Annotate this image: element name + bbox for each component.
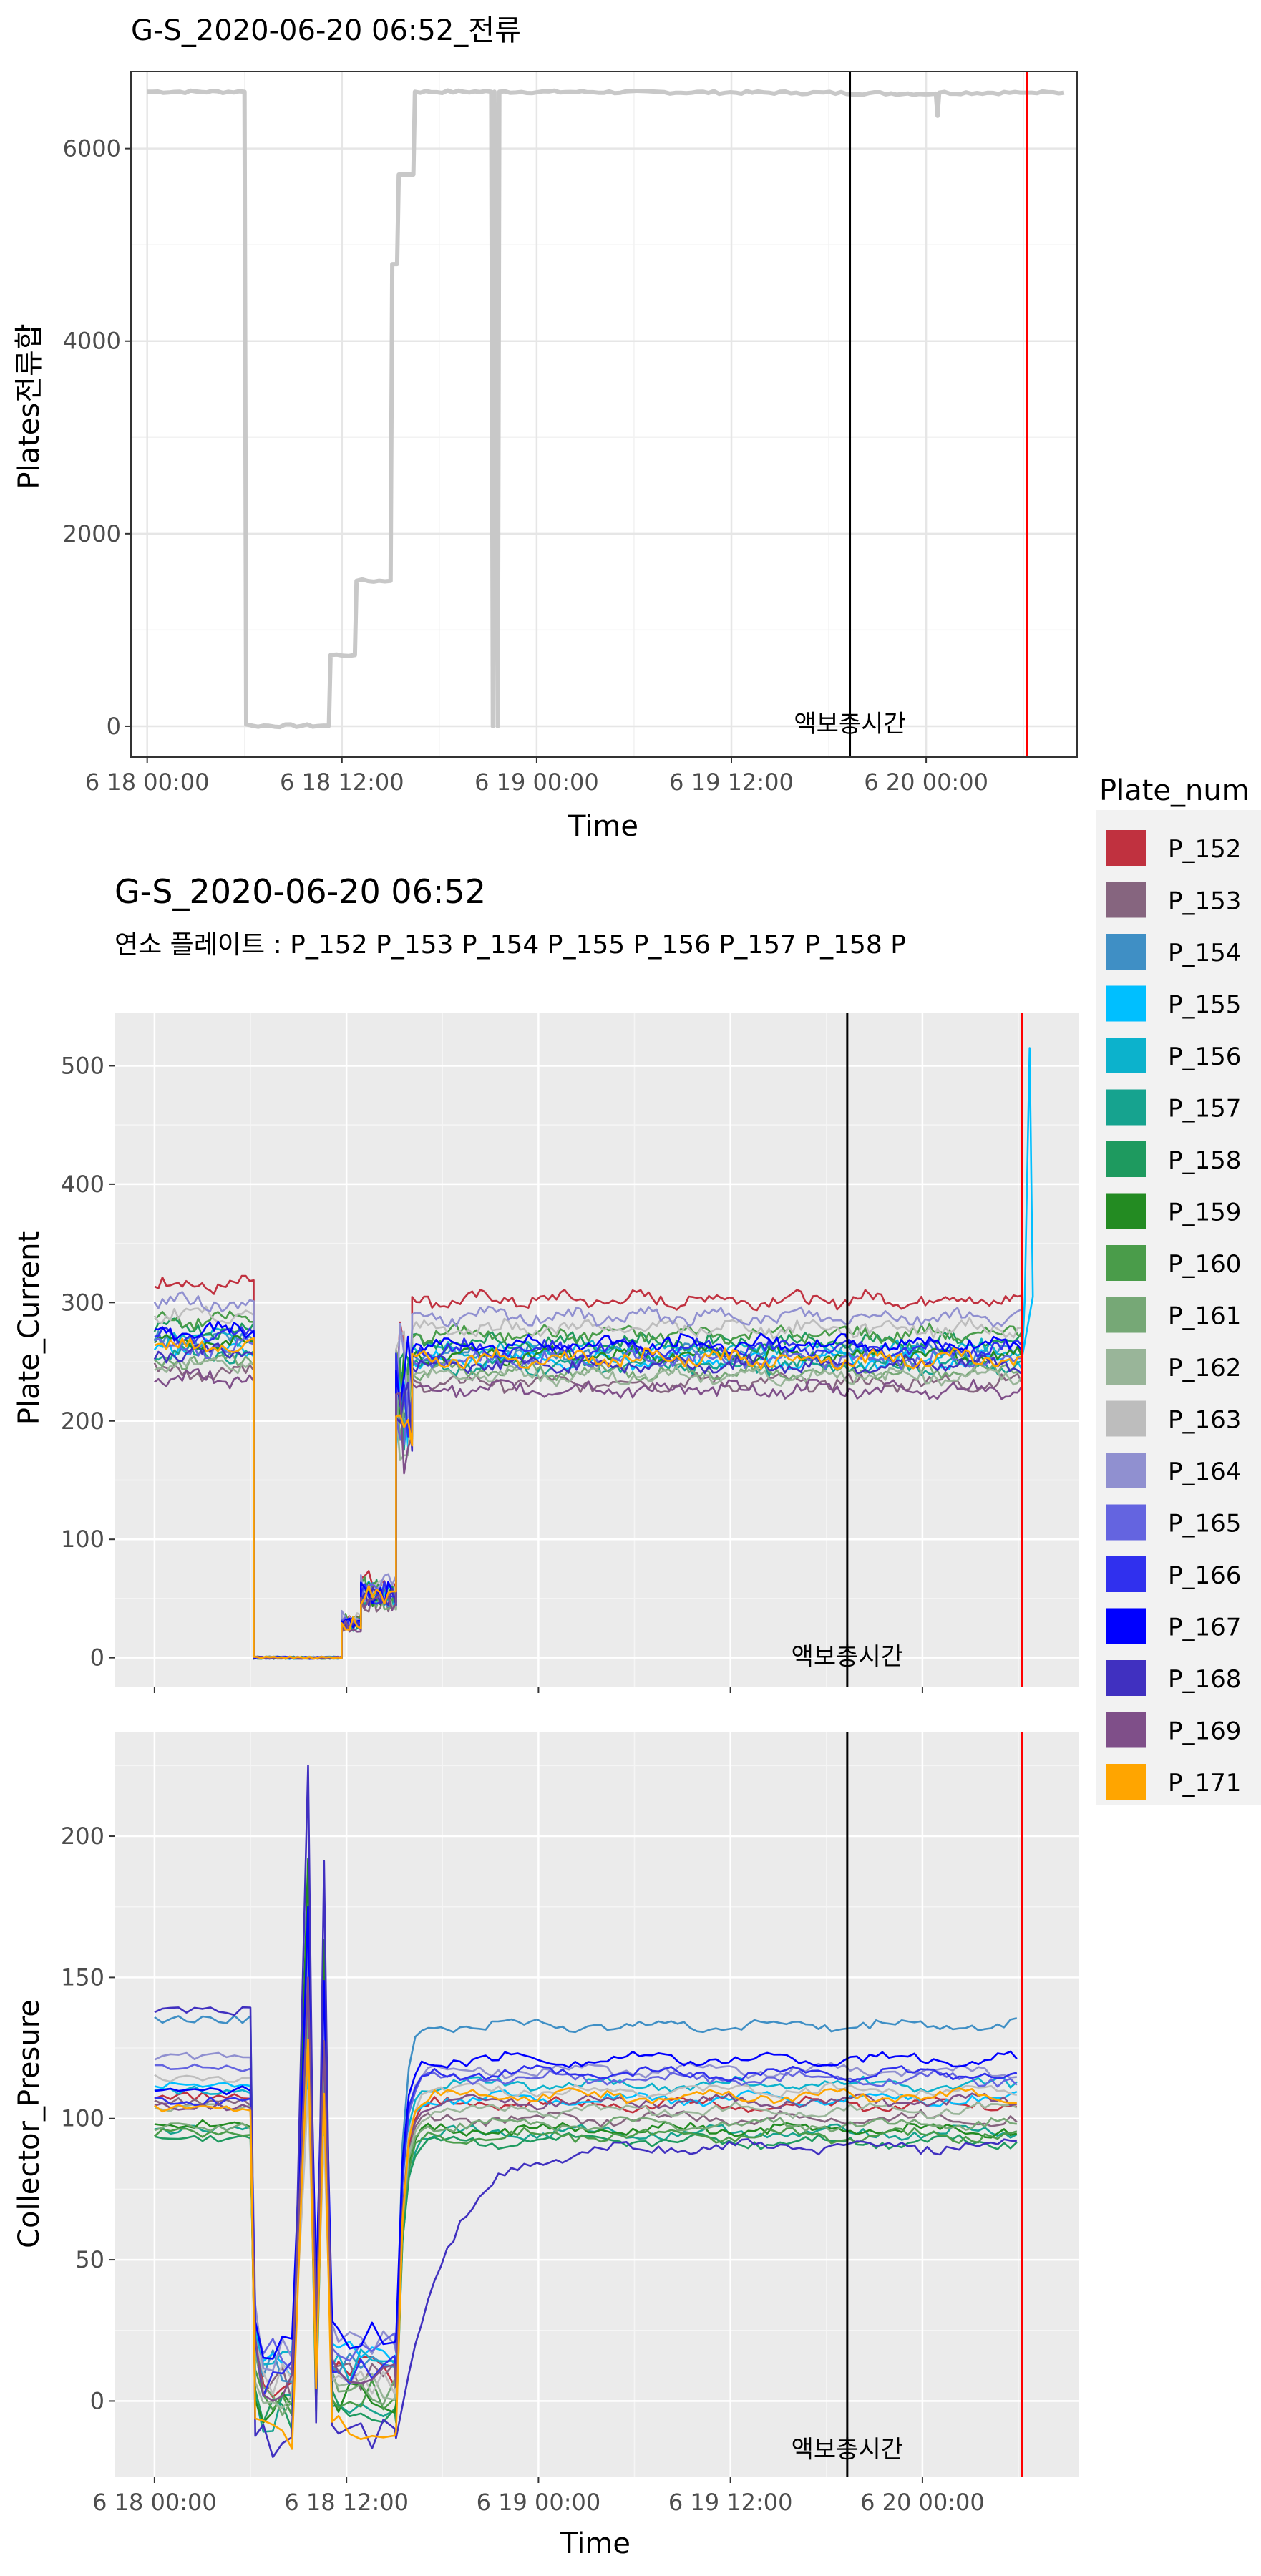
chart2-y-axis-title: Plate_Current	[13, 1231, 46, 1425]
legend-key-P_159	[1106, 1193, 1146, 1229]
chart3-y-tick-label: 100	[61, 2105, 104, 2132]
collector-pressure-chart: 0 50 100 150 200 6 18 00:00 6 18 12:00 6 19 00:…	[13, 1732, 1079, 2560]
plate-current-chart: G-S_2020-06-20 06:52 연소 플레이트 : P_152 P_1…	[13, 872, 1079, 1693]
legend-label-P_159: P_159	[1168, 1199, 1241, 1227]
chart3-series-P_163	[154, 2074, 1018, 2396]
legend-key-P_155	[1106, 985, 1146, 1022]
chart1-x-tick-label: 6 19 12:00	[669, 769, 794, 796]
legend-label-P_166: P_166	[1168, 1561, 1241, 1590]
chart1-x-tick-label: 6 18 12:00	[280, 769, 404, 796]
chart3-x-tick-label: 6 20 00:00	[860, 2489, 985, 2516]
legend-key-P_152	[1106, 830, 1146, 866]
legend-key-P_167	[1106, 1608, 1146, 1644]
chart3-x-tick-label: 6 19 12:00	[668, 2489, 793, 2516]
legend-key-P_163	[1106, 1400, 1146, 1437]
legend-label-P_154: P_154	[1168, 939, 1241, 967]
legend-label-P_171: P_171	[1168, 1769, 1241, 1797]
chart1-x-tick-label: 6 19 00:00	[474, 769, 599, 796]
legend-label-P_168: P_168	[1168, 1665, 1241, 1694]
chart3-series-P_171	[154, 2038, 1017, 2450]
chart2-y-tick-label: 300	[61, 1289, 104, 1316]
legend-label-P_157: P_157	[1168, 1095, 1241, 1123]
chart1-y-tick-label: 4000	[63, 328, 121, 355]
chart1-y-tick-label: 0	[107, 713, 121, 740]
legend-label-P_158: P_158	[1168, 1146, 1241, 1175]
legend-key-P_166	[1106, 1556, 1146, 1592]
chart2-y-tick-label: 400	[61, 1171, 104, 1198]
chart2-series-P_171	[154, 1337, 1022, 1660]
legend-label-P_155: P_155	[1168, 991, 1241, 1020]
chart1-x-tick-label: 6 20 00:00	[864, 769, 988, 796]
chart1-title: G-S_2020-06-20 06:52_전류	[131, 14, 521, 47]
legend-key-P_169	[1106, 1712, 1146, 1748]
chart3-series-P_168	[154, 1765, 1017, 2459]
legend-label-P_162: P_162	[1168, 1354, 1241, 1382]
chart3-y-tick-label: 50	[75, 2246, 104, 2273]
legend-key-P_164	[1106, 1453, 1146, 1488]
chart1-y-axis-title: Plates전류합	[13, 323, 46, 489]
chart3-y-tick-label: 200	[61, 1823, 104, 1850]
legend-label-P_163: P_163	[1168, 1406, 1241, 1435]
chart1-x-tick-label: 6 18 00:00	[85, 769, 210, 796]
chart3-y-tick-label: 0	[90, 2387, 104, 2414]
legend-label-P_153: P_153	[1168, 887, 1241, 916]
chart1-annotation: 액보충시간	[794, 710, 905, 738]
legend-key-P_165	[1106, 1504, 1146, 1541]
chart2-subtitle: 연소 플레이트 : P_152 P_153 P_154 P_155 P_156 …	[115, 930, 906, 960]
chart2-annotation: 액보충시간	[792, 1643, 903, 1672]
legend-key-P_160	[1106, 1245, 1146, 1281]
chart2-y-tick-label: 200	[61, 1407, 104, 1435]
legend: Plate_num P_152 P_153 P_154 P_155 P_156 P_157…	[1096, 774, 1261, 1805]
chart3-series-P_167	[154, 1906, 1018, 2360]
chart2-y-tick-label: 500	[61, 1052, 104, 1079]
legend-label-P_156: P_156	[1168, 1043, 1241, 1071]
legend-label-P_152: P_152	[1168, 835, 1241, 864]
chart3-y-axis-title: Collector_Presure	[13, 1999, 46, 2248]
legend-key-P_158	[1106, 1141, 1146, 1177]
chart3-x-axis-title: Time	[560, 2527, 630, 2560]
chart3-x-tick-label: 6 19 00:00	[477, 2489, 601, 2516]
legend-label-P_161: P_161	[1168, 1302, 1241, 1331]
chart2-title: G-S_2020-06-20 06:52	[115, 872, 486, 911]
chart1-panel-border	[130, 71, 1078, 758]
legend-key-P_154	[1106, 934, 1146, 970]
legend-key-P_168	[1106, 1660, 1146, 1696]
chart1-y-tick-label: 6000	[63, 135, 121, 162]
legend-key-P_156	[1106, 1038, 1146, 1073]
legend-key-P_162	[1106, 1349, 1146, 1385]
chart3-x-tick-label: 6 18 00:00	[92, 2489, 217, 2516]
legend-key-P_157	[1106, 1089, 1146, 1126]
current-sum-chart: G-S_2020-06-20 06:52_전류 0 2000 4000 6000 6 1…	[13, 14, 1078, 843]
legend-key-P_161	[1106, 1297, 1146, 1333]
legend-title: Plate_num	[1099, 774, 1250, 807]
legend-label-P_165: P_165	[1168, 1510, 1241, 1538]
legend-label-P_169: P_169	[1168, 1717, 1241, 1746]
legend-key-P_153	[1106, 882, 1146, 918]
chart3-annotation: 액보충시간	[792, 2436, 903, 2464]
chart3-y-tick-label: 150	[61, 1963, 104, 1991]
chart2-y-tick-label: 0	[90, 1644, 104, 1672]
legend-label-P_164: P_164	[1168, 1458, 1241, 1486]
chart2-series-P_169	[154, 1368, 1023, 1660]
chart1-x-axis-title: Time	[568, 810, 638, 843]
chart1-series-line	[147, 88, 1065, 730]
legend-key-P_171	[1106, 1764, 1146, 1800]
chart3-x-tick-label: 6 18 12:00	[284, 2489, 409, 2516]
chart1-y-tick-label: 2000	[63, 520, 121, 547]
legend-label-P_160: P_160	[1168, 1250, 1241, 1279]
chart2-y-tick-label: 100	[61, 1526, 104, 1553]
legend-label-P_167: P_167	[1168, 1614, 1241, 1642]
